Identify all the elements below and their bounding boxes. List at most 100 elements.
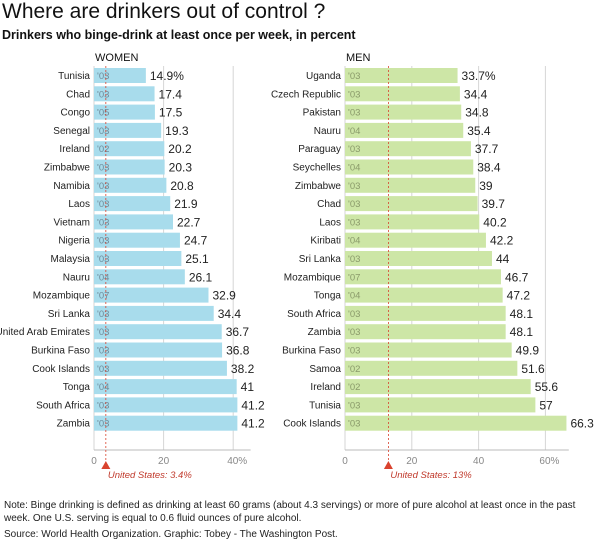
women-category-label: Burkina Faso bbox=[31, 346, 90, 357]
women-year-label: '03 bbox=[97, 71, 109, 82]
men-bar bbox=[345, 269, 501, 285]
source-credit: Source: World Health Organization. Graph… bbox=[4, 529, 338, 540]
women-year-label: '03 bbox=[97, 327, 109, 338]
women-year-label: '02 bbox=[97, 144, 109, 155]
men-panel-title: MEN bbox=[346, 52, 371, 64]
women-year-label: '03 bbox=[97, 419, 109, 430]
chart-subtitle: Drinkers who binge-drink at least once p… bbox=[2, 28, 356, 42]
women-category-label: Vietnam bbox=[53, 217, 90, 228]
women-value-label: 19.3 bbox=[165, 124, 189, 138]
men-category-label: Ireland bbox=[310, 382, 341, 393]
men-category-label: Paraguay bbox=[298, 144, 341, 155]
women-bar bbox=[94, 379, 237, 395]
women-category-label: United Arab Emirates bbox=[0, 327, 90, 338]
women-category-label: Namibia bbox=[53, 181, 90, 192]
men-bar bbox=[345, 68, 458, 83]
men-year-label: '03 bbox=[348, 400, 360, 411]
women-value-label: 41.2 bbox=[241, 417, 265, 431]
women-value-label: 22.7 bbox=[177, 215, 201, 229]
women-bar bbox=[94, 360, 227, 376]
women-bar bbox=[94, 324, 222, 340]
men-year-label: '03 bbox=[348, 199, 360, 210]
women-year-label: '03 bbox=[97, 126, 109, 137]
men-value-label: 42.2 bbox=[490, 234, 514, 248]
women-bar bbox=[94, 141, 165, 157]
women-category-label: Mozambique bbox=[33, 291, 91, 302]
men-category-label: Pakistan bbox=[303, 108, 341, 119]
women-value-label: 41 bbox=[241, 380, 255, 394]
men-tick-label: 0 bbox=[342, 456, 348, 467]
men-category-label: Mozambique bbox=[284, 272, 342, 283]
men-value-label: 35.4 bbox=[467, 124, 491, 138]
men-bar bbox=[345, 415, 567, 431]
men-value-label: 55.6 bbox=[535, 380, 559, 394]
men-category-label: Samoa bbox=[309, 364, 341, 375]
men-value-label: 57 bbox=[539, 398, 553, 412]
men-year-label: '03 bbox=[348, 309, 360, 320]
men-bar bbox=[345, 379, 531, 395]
men-reference-marker bbox=[383, 461, 393, 469]
men-value-label: 34.4 bbox=[464, 87, 488, 101]
men-value-label: 40.2 bbox=[483, 215, 507, 229]
women-tick-label: 0 bbox=[91, 456, 97, 467]
women-category-label: Cook Islands bbox=[32, 364, 90, 375]
men-year-label: '03 bbox=[348, 89, 360, 100]
men-year-label: '03 bbox=[348, 254, 360, 265]
men-reference-label: United States: 13% bbox=[390, 470, 472, 481]
men-category-label: Uganda bbox=[306, 71, 341, 82]
women-bar bbox=[94, 415, 238, 431]
men-bar bbox=[345, 177, 476, 193]
men-category-label: South Africa bbox=[287, 309, 341, 320]
women-year-label: '03 bbox=[97, 89, 109, 100]
women-year-label: '03 bbox=[97, 217, 109, 228]
men-bar bbox=[345, 287, 503, 303]
women-year-label: '05 bbox=[97, 108, 109, 119]
men-bar bbox=[345, 196, 478, 212]
women-category-label: South Africa bbox=[36, 400, 90, 411]
women-year-label: '03 bbox=[97, 400, 109, 411]
women-year-label: '03 bbox=[97, 181, 109, 192]
women-category-label: Nauru bbox=[63, 272, 90, 283]
women-category-label: Senegal bbox=[53, 126, 90, 137]
men-year-label: '04 bbox=[348, 126, 360, 137]
men-value-label: 38.4 bbox=[477, 161, 501, 175]
men-bar bbox=[345, 232, 486, 248]
men-bar bbox=[345, 324, 506, 340]
men-year-label: '03 bbox=[348, 327, 360, 338]
chart-title: Where are drinkers out of control ? bbox=[2, 0, 326, 23]
men-value-label: 51.6 bbox=[521, 362, 545, 376]
men-value-label: 39 bbox=[479, 179, 493, 193]
men-value-label: 34.8 bbox=[465, 106, 489, 120]
women-year-label: '03 bbox=[97, 199, 109, 210]
women-year-label: '03 bbox=[97, 254, 109, 265]
women-category-label: Ireland bbox=[59, 144, 90, 155]
men-bar bbox=[345, 360, 518, 376]
women-value-label: 20.3 bbox=[169, 161, 193, 175]
men-year-label: '03 bbox=[348, 346, 360, 357]
men-year-label: '03 bbox=[348, 144, 360, 155]
women-bar bbox=[94, 287, 209, 303]
women-year-label: '07 bbox=[97, 291, 109, 302]
men-tick-label: 40 bbox=[473, 456, 485, 467]
men-year-label: '04 bbox=[348, 291, 360, 302]
women-year-label: '03 bbox=[97, 309, 109, 320]
women-value-label: 32.9 bbox=[212, 289, 236, 303]
men-category-label: Laos bbox=[319, 217, 341, 228]
women-value-label: 17.5 bbox=[159, 106, 183, 120]
men-category-label: Tonga bbox=[314, 291, 342, 302]
women-bar bbox=[94, 232, 180, 248]
men-bar bbox=[345, 397, 536, 413]
women-value-label: 20.2 bbox=[168, 142, 192, 156]
women-value-label: 38.2 bbox=[231, 362, 255, 376]
women-category-label: Zimbabwe bbox=[44, 163, 91, 174]
women-value-label: 17.4 bbox=[159, 87, 183, 101]
men-year-label: '03 bbox=[348, 181, 360, 192]
women-bar bbox=[94, 251, 182, 266]
men-value-label: 49.9 bbox=[516, 344, 540, 358]
men-category-label: Zambia bbox=[308, 327, 342, 338]
men-tick-label: 60% bbox=[539, 456, 559, 467]
women-year-label: '03 bbox=[97, 346, 109, 357]
women-value-label: 20.8 bbox=[170, 179, 194, 193]
men-year-label: '03 bbox=[348, 419, 360, 430]
women-bar bbox=[94, 397, 238, 413]
